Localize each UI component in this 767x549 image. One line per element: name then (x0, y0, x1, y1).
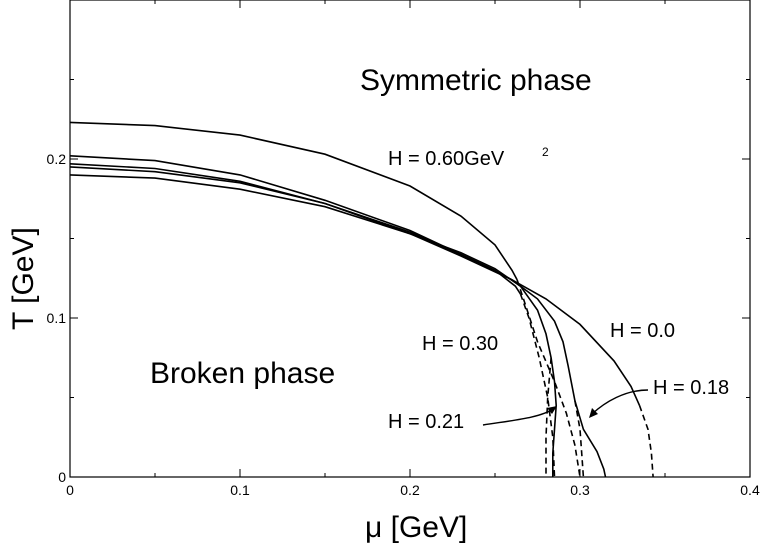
region-label-symmetric: Symmetric phase (360, 64, 592, 97)
x-tick-label: 0.4 (740, 482, 760, 498)
x-axis-title: μ [GeV] (365, 511, 467, 544)
arrow-h021-head (547, 406, 557, 414)
label-h018: H = 0.18 (653, 377, 729, 399)
label-h00: H = 0.0 (610, 320, 675, 342)
series-4-solid (69, 121, 518, 281)
x-tick-label: 0.1 (230, 482, 250, 498)
axis-ticks: 0 0.1 0.2 0.3 0.4 0 0.1 0.2 (47, 0, 760, 498)
label-h021: H = 0.21 (388, 411, 464, 433)
label-h060: H = 0.60GeV (388, 148, 505, 170)
series-3-dashed (519, 293, 556, 478)
series-2-dashed (545, 357, 552, 477)
series-1-solid (69, 166, 607, 478)
y-tick-label: 0.2 (47, 151, 67, 167)
y-tick-label: 0.1 (47, 310, 67, 326)
x-tick-label: 0.2 (400, 482, 420, 498)
series-3-solid (69, 155, 522, 295)
label-h030: H = 0.30 (422, 333, 498, 355)
series-1-dashed (574, 400, 585, 478)
series-0-solid (69, 163, 641, 406)
arrow-h021 (482, 407, 556, 426)
region-label-broken: Broken phase (150, 357, 335, 390)
series-2-solid (69, 174, 558, 477)
curves (69, 121, 654, 478)
label-h060-superscript: 2 (542, 145, 549, 159)
series-4-dashed (516, 279, 581, 478)
series-0-dashed (638, 405, 654, 478)
x-tick-label: 0 (66, 482, 74, 498)
y-axis-title: T [GeV] (7, 227, 40, 330)
y-tick-label: 0 (58, 469, 66, 485)
x-tick-label: 0.3 (570, 482, 590, 498)
arrow-h018-head (589, 408, 598, 418)
arrow-h018 (591, 389, 649, 415)
